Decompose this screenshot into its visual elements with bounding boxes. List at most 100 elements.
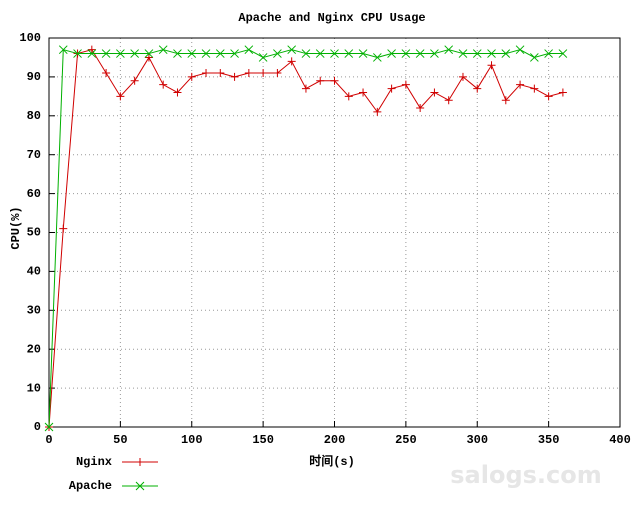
point-marker [544,49,553,58]
point-marker [44,422,54,432]
legend-label: Nginx [76,455,112,469]
point-marker [258,53,268,62]
point-marker [487,49,496,58]
point-marker [330,76,339,85]
point-marker [344,92,353,101]
x-tick-label: 300 [466,433,488,447]
point-marker [287,57,296,66]
x-tick-label: 250 [395,433,417,447]
y-tick-label: 20 [27,342,41,356]
y-tick-label: 90 [27,70,41,84]
point-marker [444,45,454,55]
point-marker [259,69,268,78]
y-tick-label: 30 [27,303,41,317]
point-marker [458,72,467,81]
point-marker [187,49,197,58]
point-marker [87,49,97,58]
point-marker [144,53,153,62]
point-marker [87,45,96,54]
y-tick-label: 80 [27,109,41,123]
chart-title: Apache and Nginx CPU Usage [238,11,425,25]
legend-marker [136,458,144,466]
x-tick-label: 400 [609,433,631,447]
y-tick-label: 0 [34,420,41,434]
point-marker [558,88,567,97]
point-marker [487,61,496,70]
point-marker [444,96,453,105]
point-marker [273,49,282,58]
point-marker [230,49,239,58]
x-tick-label: 100 [181,433,203,447]
point-marker [230,72,239,81]
point-marker [372,53,382,62]
point-marker [344,49,354,58]
point-marker [530,84,539,93]
point-marker [73,49,82,58]
point-marker [473,84,482,93]
point-marker [330,49,339,58]
point-marker [273,69,282,78]
point-marker [501,96,510,105]
point-marker [244,69,253,78]
y-axis-label: CPU(%) [9,206,23,249]
point-marker [416,104,425,113]
point-marker [516,80,525,89]
point-marker [215,49,225,58]
x-tick-label: 350 [538,433,560,447]
point-marker [102,69,111,78]
point-marker [173,49,182,58]
point-marker [387,84,396,93]
point-marker [130,76,139,85]
point-marker [544,92,553,101]
point-marker [373,107,382,116]
y-tick-label: 10 [27,381,41,395]
plot-frame [48,37,621,428]
point-marker [401,49,411,58]
point-marker [216,69,225,78]
point-marker [301,49,311,58]
point-marker [101,49,111,58]
point-marker [58,45,68,55]
point-marker [558,49,568,58]
point-marker [144,49,154,58]
point-marker [187,72,196,81]
point-marker [158,45,168,55]
point-marker [430,88,439,97]
y-tick-label: 100 [19,31,41,45]
point-marker [244,45,254,55]
point-marker [472,49,482,58]
point-marker [315,49,325,58]
point-marker [529,53,539,62]
point-marker [415,49,425,58]
point-marker [202,69,211,78]
point-marker [301,84,310,93]
point-marker [430,49,439,58]
point-marker [287,45,297,55]
point-marker [116,92,125,101]
legend-label: Apache [69,479,112,493]
y-tick-label: 70 [27,148,41,162]
y-tick-label: 40 [27,265,41,279]
x-tick-label: 150 [252,433,274,447]
point-marker [359,88,368,97]
point-marker [387,49,396,58]
x-tick-label: 50 [113,433,127,447]
point-marker [316,76,325,85]
legend-marker [135,481,145,491]
point-marker [458,49,468,58]
point-marker [515,45,525,55]
point-marker [159,80,168,89]
x-tick-label: 200 [324,433,346,447]
x-tick-label: 0 [45,433,52,447]
point-marker [501,49,511,58]
watermark: salogs.com [450,461,602,489]
y-tick-label: 50 [27,226,41,240]
y-tick-label: 60 [27,187,41,201]
point-marker [201,49,211,58]
point-marker [59,224,68,233]
point-marker [130,49,140,58]
point-marker [173,88,182,97]
point-marker [401,80,410,89]
